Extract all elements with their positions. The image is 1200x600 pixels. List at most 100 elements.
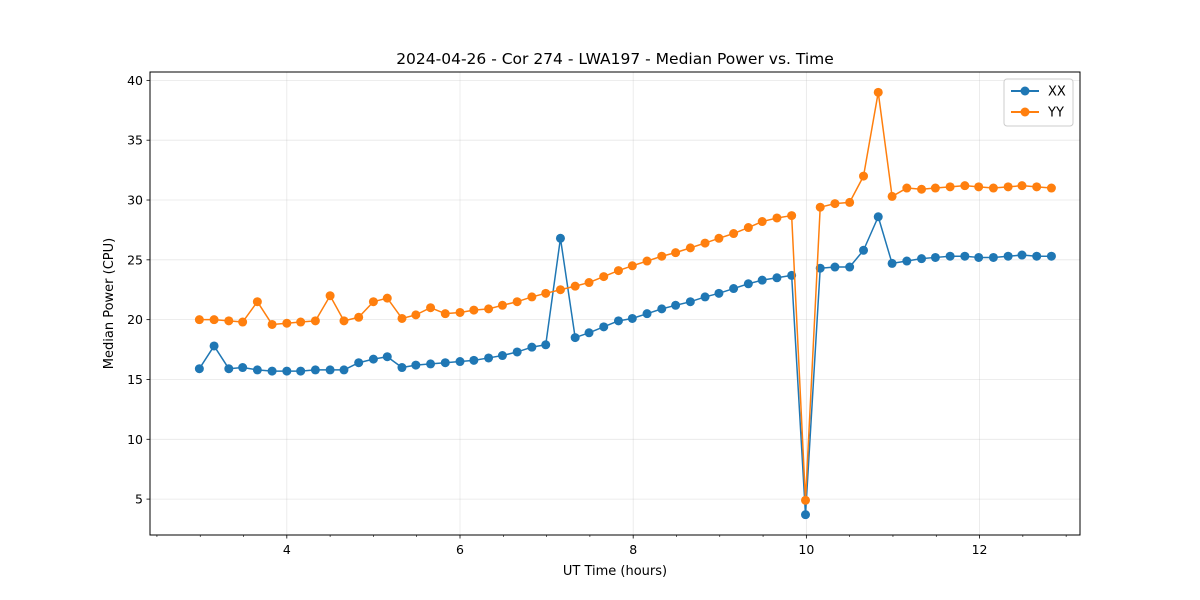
data-point-xx [570, 333, 580, 343]
chart-title: 2024-04-26 - Cor 274 - LWA197 - Median P… [396, 50, 834, 68]
data-point-yy [584, 278, 594, 288]
y-tick-label: 10 [127, 432, 143, 447]
data-point-yy [772, 213, 782, 223]
data-point-xx [397, 363, 407, 373]
legend-marker-xx [1020, 86, 1030, 96]
data-point-yy [613, 266, 623, 276]
data-point-xx [960, 251, 970, 261]
data-point-yy [527, 292, 537, 302]
data-point-yy [397, 313, 407, 323]
data-point-xx [238, 363, 248, 373]
data-point-yy [382, 293, 392, 303]
data-point-yy [325, 291, 335, 301]
data-point-xx [469, 355, 479, 365]
data-point-yy [945, 182, 955, 192]
data-point-yy [887, 191, 897, 201]
data-point-yy [368, 297, 378, 307]
data-point-xx [1003, 251, 1013, 261]
data-point-xx [267, 366, 277, 376]
data-point-yy [411, 310, 421, 320]
data-point-yy [627, 261, 637, 271]
data-point-yy [700, 238, 710, 248]
data-point-xx [527, 342, 537, 352]
x-tick-label: 4 [283, 542, 291, 557]
data-point-yy [469, 305, 479, 315]
data-point-xx [339, 365, 349, 375]
data-point-yy [845, 197, 855, 207]
y-tick-label: 25 [127, 252, 143, 267]
y-tick-label: 40 [127, 73, 143, 88]
legend-marker-yy [1020, 107, 1030, 117]
data-point-xx [282, 366, 292, 376]
data-point-xx [1017, 250, 1027, 260]
data-point-yy [1032, 182, 1042, 192]
y-tick-label: 30 [127, 193, 143, 208]
data-point-yy [541, 288, 551, 298]
data-point-xx [310, 365, 320, 375]
data-point-xx [613, 316, 623, 326]
data-point-yy [599, 272, 609, 282]
data-point-xx [368, 354, 378, 364]
data-point-yy [267, 319, 277, 329]
data-point-xx [657, 304, 667, 314]
y-axis-title: Median Power (CPU) [102, 238, 117, 369]
data-point-xx [426, 359, 436, 369]
data-point-yy [497, 300, 507, 310]
x-tick-label: 8 [629, 542, 637, 557]
data-point-yy [917, 184, 927, 194]
data-point-xx [382, 352, 392, 362]
data-point-xx [455, 357, 465, 367]
data-point-yy [757, 217, 767, 227]
data-point-xx [974, 252, 984, 262]
data-point-yy [729, 229, 739, 239]
data-point-yy [873, 87, 883, 97]
data-point-yy [743, 223, 753, 233]
data-point-xx [440, 358, 450, 368]
data-point-yy [354, 312, 364, 322]
data-point-xx [484, 353, 494, 363]
data-point-yy [815, 202, 825, 212]
x-axis-title: UT Time (hours) [563, 564, 667, 579]
axis-ticks: 4 6 8 10 12 5 10 15 20 25 30 35 40 [127, 73, 1067, 557]
legend-label-yy: YY [1047, 106, 1064, 121]
data-point-xx [599, 322, 609, 332]
data-point-yy [1046, 183, 1056, 193]
data-point-xx [497, 351, 507, 361]
data-point-xx [354, 358, 364, 368]
data-point-xx [945, 251, 955, 261]
data-point-yy [960, 181, 970, 191]
data-point-yy [801, 495, 810, 505]
data-point-yy [1017, 181, 1027, 191]
data-point-yy [974, 182, 984, 192]
data-point-yy [310, 316, 320, 326]
data-point-yy [988, 183, 998, 193]
data-point-yy [484, 304, 494, 314]
data-point-xx [729, 284, 739, 294]
data-point-yy [1003, 182, 1013, 192]
data-point-xx [627, 313, 637, 323]
data-point-yy [238, 317, 248, 327]
legend: XX YY [1003, 78, 1074, 127]
data-point-xx [642, 309, 652, 319]
data-point-yy [339, 316, 349, 326]
data-point-xx [1046, 251, 1056, 261]
data-series [194, 87, 1056, 520]
data-point-xx [859, 245, 869, 255]
data-point-xx [757, 275, 767, 285]
data-point-yy [209, 315, 219, 325]
data-point-xx [873, 212, 883, 222]
data-point-yy [282, 318, 292, 328]
data-point-xx [194, 364, 204, 374]
data-point-xx [296, 366, 306, 376]
data-point-xx [252, 365, 262, 375]
data-point-xx [801, 510, 810, 520]
data-point-yy [512, 297, 522, 307]
data-point-xx [714, 288, 724, 298]
data-point-xx [325, 365, 335, 375]
x-tick-label: 12 [972, 542, 988, 557]
data-point-yy [194, 315, 204, 325]
data-point-yy [252, 297, 262, 307]
data-point-xx [584, 328, 594, 338]
data-point-xx [930, 252, 940, 262]
data-point-yy [642, 256, 652, 266]
